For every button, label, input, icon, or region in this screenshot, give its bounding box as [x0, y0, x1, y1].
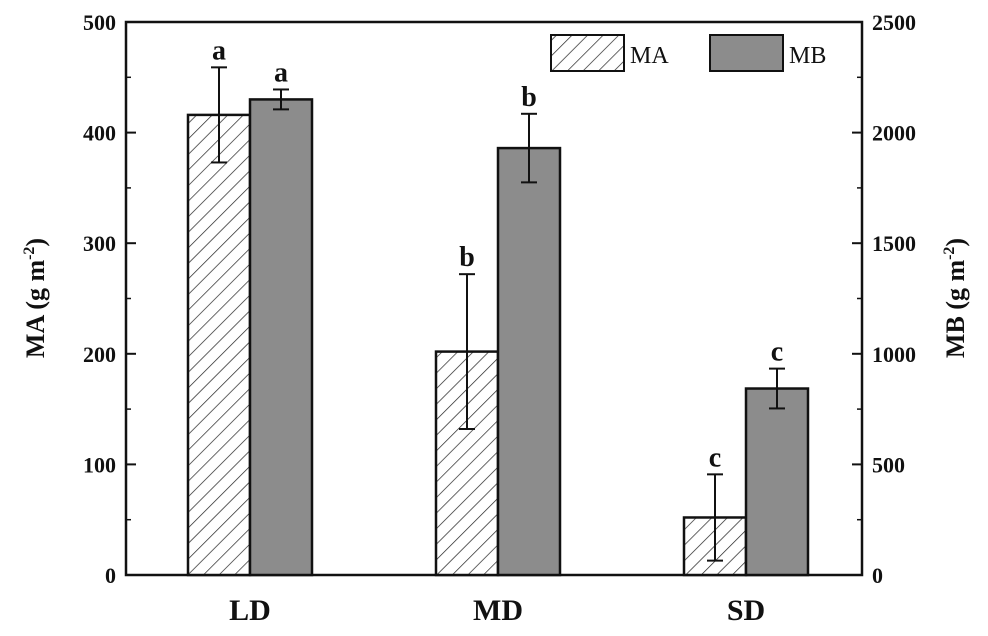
y2-tick-label: 1000 — [872, 342, 916, 367]
plot-area: 0 100 200 300 400 500 0 500 1000 1500 2000 2500 LD a a… — [83, 10, 916, 627]
legend: MA MB — [550, 34, 826, 72]
x-category-label: LD — [229, 594, 271, 627]
legend-swatch-mb — [709, 34, 784, 72]
y-tick-label: 300 — [83, 231, 116, 256]
bar-mb — [496, 146, 562, 577]
significance-letter: c — [709, 442, 721, 473]
y-axis-title: MA (g m-2) — [21, 238, 50, 358]
y-tick-label: 100 — [83, 452, 116, 477]
y-tick-label: 200 — [83, 342, 116, 367]
legend-swatch-ma — [550, 34, 625, 72]
y2-tick-label: 0 — [872, 563, 883, 588]
x-category-label: MD — [473, 594, 523, 627]
significance-letter: b — [521, 82, 537, 113]
bar-mb — [248, 98, 314, 577]
legend-label-ma: MA — [630, 43, 669, 69]
y-tick-label: 400 — [83, 121, 116, 146]
bar-ma — [186, 113, 252, 577]
y2-tick-label: 2000 — [872, 121, 916, 146]
bar-mb — [744, 387, 810, 577]
significance-letter: a — [274, 57, 288, 88]
y-tick-label: 500 — [83, 10, 116, 35]
y2-tick-label: 1500 — [872, 231, 916, 256]
x-category-label: SD — [727, 594, 765, 627]
y-tick-label: 0 — [105, 563, 116, 588]
significance-letter: a — [212, 35, 226, 66]
y2-tick-label: 2500 — [872, 10, 916, 35]
significance-letter: c — [771, 337, 783, 368]
y2-tick-label: 500 — [872, 452, 905, 477]
legend-label-mb: MB — [789, 43, 826, 69]
significance-letter: b — [459, 242, 475, 273]
y2-axis-title: MB (g m-2) — [941, 238, 970, 358]
